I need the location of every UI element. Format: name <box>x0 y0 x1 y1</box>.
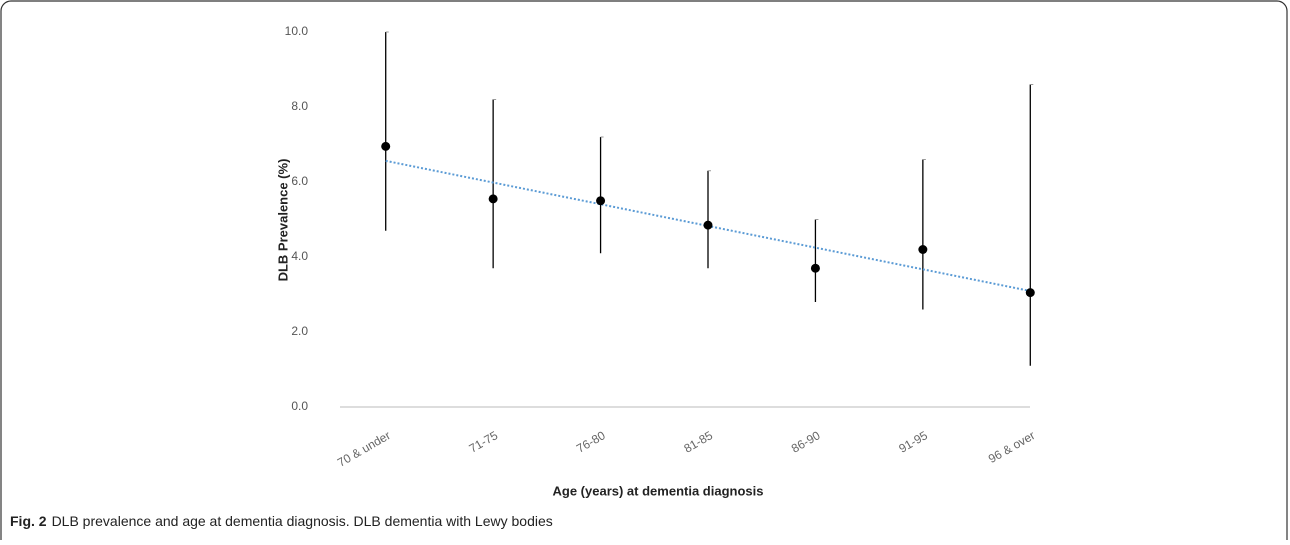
x-tick-label: 81-85 <box>681 428 715 456</box>
data-point <box>381 141 391 151</box>
data-point <box>918 245 928 254</box>
y-tick-label: 6.0 <box>291 174 308 188</box>
x-tick-label: 96 & over <box>986 428 1037 466</box>
x-tick-label: 76-80 <box>574 428 608 456</box>
x-tick-label: 91-95 <box>896 428 930 456</box>
x-tick-label: 70 & under <box>335 428 393 469</box>
data-point <box>703 220 713 230</box>
y-tick-label: 8.0 <box>291 99 308 113</box>
y-tick-label: 4.0 <box>291 249 308 263</box>
y-axis-title: DLB Prevalence (%) <box>275 159 290 282</box>
y-tick-label: 0.0 <box>291 399 308 413</box>
caption: Fig. 2 DLB prevalence and age at dementia… <box>10 513 553 529</box>
data-point <box>1025 288 1035 298</box>
data-point <box>596 196 606 206</box>
y-tick-label: 2.0 <box>291 324 308 338</box>
x-tick-label: 86-90 <box>789 428 823 456</box>
y-tick-label: 10.0 <box>285 24 309 38</box>
caption-label: Fig. 2 <box>10 513 47 529</box>
caption-text: DLB prevalence and age at dementia diagn… <box>52 513 553 529</box>
data-point <box>810 263 820 273</box>
data-point <box>488 194 498 204</box>
x-axis-title: Age (years) at dementia diagnosis <box>553 483 764 498</box>
x-tick-label: 71-75 <box>467 428 501 456</box>
